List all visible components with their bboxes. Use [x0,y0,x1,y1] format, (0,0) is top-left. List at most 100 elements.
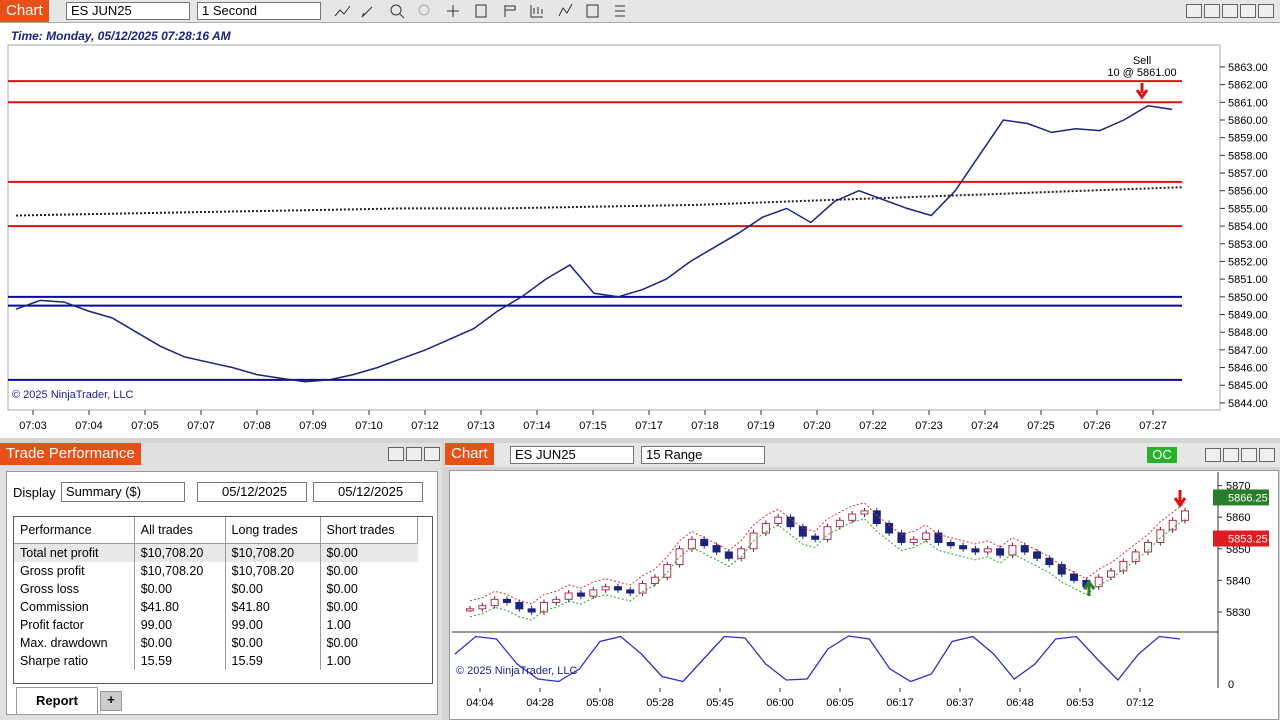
column-header[interactable]: Long trades [225,517,321,544]
table-row[interactable]: Max. drawdown $0.00 $0.00 $0.00 [14,634,418,652]
tool-icons[interactable] [330,2,640,20]
instrument-select[interactable]: ES JUN25 [66,2,190,20]
y-tick-label: 5860 [1226,512,1250,524]
sell-arrow [1135,83,1149,100]
annotation-label: Sell [1133,55,1151,67]
window-button[interactable] [1223,448,1239,462]
candle [626,589,635,594]
table-row[interactable]: Commission $41.80 $41.80 $0.00 [14,598,418,616]
table-cell: $0.00 [326,564,358,578]
table-cell: Sharpe ratio [14,652,135,670]
y-tick-label: 5857.00 [1228,168,1268,180]
table-cell: $41.80 [225,598,321,616]
table-row[interactable]: Gross profit $10,708.20 $10,708.20 $0.00 [14,562,418,580]
x-tick-label: 07:07 [187,420,215,432]
maximize-button[interactable] [406,447,422,461]
candle [515,602,524,610]
candle [700,538,709,547]
x-tick-label: 06:37 [946,697,974,709]
table-cell: Max. drawdown [14,634,135,652]
candle [860,510,869,515]
table-cell: $41.80 [134,598,226,616]
candle [1033,551,1042,559]
connection-status: OC [1147,447,1177,463]
table-cell: $10,708.20 [225,562,321,580]
table-cell: 99.00 [225,616,321,634]
candle [811,535,820,540]
candle [872,510,881,525]
column-header[interactable]: Performance [14,517,135,544]
x-tick-label: 06:00 [766,697,794,709]
top-toolbar: Chart ES JUN25 1 Second [0,0,1280,23]
column-header[interactable]: Short trades [320,517,419,544]
y-tick-label: 5850 [1226,544,1250,556]
y-tick-label: 5859.00 [1228,133,1268,145]
y-tick-label: 5847.00 [1228,345,1268,357]
y-tick-label: 5830 [1226,607,1250,619]
window-button[interactable] [1186,4,1202,18]
x-tick-label: 07:22 [859,420,887,432]
add-tab[interactable]: + [100,691,122,711]
candle [1094,576,1103,588]
interval-select[interactable]: 15 Range [641,446,765,464]
candle [478,605,487,610]
close-button[interactable] [424,447,440,461]
table-cell: 1.00 [326,618,351,632]
price-line [15,105,1173,383]
table-cell: 15.59 [134,652,226,670]
window-button[interactable] [1204,4,1220,18]
table-cell: $10,708.20 [225,543,321,562]
candle [539,602,548,613]
candle [737,548,746,559]
maximize-button[interactable] [1241,448,1257,462]
minimize-button[interactable] [388,447,404,461]
y-tick-label: 5848.00 [1228,327,1268,339]
chart-tab[interactable]: Chart [0,0,49,22]
candle [909,538,918,543]
date-from[interactable]: 05/12/2025 [197,482,307,502]
table-cell: $0.00 [326,600,358,614]
table-cell: $0.00 [225,634,321,652]
x-tick-label: 06:48 [1006,697,1034,709]
candle [1144,541,1153,553]
candle [724,551,733,559]
candle [1020,545,1029,553]
candle [564,592,573,600]
chart-tab[interactable]: Chart [445,443,494,465]
x-tick-label: 07:23 [915,420,943,432]
upper-band [469,502,1186,605]
performance-table: Performance All trades Long trades Short tr… [14,517,419,670]
candle [786,516,795,528]
interval-select[interactable]: 1 Second [197,2,321,20]
y-tick-label: 5855.00 [1228,203,1268,215]
minimize-button[interactable] [1222,4,1238,18]
x-tick-label: 06:53 [1066,697,1094,709]
candle [959,545,968,550]
column-header[interactable]: All trades [134,517,226,544]
instrument-select[interactable]: ES JUN25 [510,446,634,464]
y-tick-label: 5844.00 [1228,398,1268,410]
close-button[interactable] [1258,4,1274,18]
maximize-button[interactable] [1240,4,1256,18]
candle [601,586,610,591]
close-button[interactable] [1259,448,1275,462]
date-to[interactable]: 05/12/2025 [313,482,423,502]
minimize-button[interactable] [1205,448,1221,462]
candle [934,532,943,543]
table-row[interactable]: Sharpe ratio 15.59 15.59 1.00 [14,652,418,670]
table-row[interactable]: Profit factor 99.00 99.00 1.00 [14,616,418,634]
table-row[interactable]: Gross loss $0.00 $0.00 $0.00 [14,580,418,598]
price-chart: 5844.00 5845.00 5846.00 5847.00 5848.00 5849.… [7,44,1268,432]
report-tab[interactable]: Report [16,687,98,715]
y-tick-label: 5861.00 [1228,97,1268,109]
candle [1008,545,1017,556]
candle [1107,570,1116,578]
x-tick-label: 04:28 [526,697,554,709]
table-cell: $0.00 [134,634,226,652]
display-select[interactable]: Summary ($) [61,482,185,502]
table-cell: $0.00 [326,636,358,650]
table-row[interactable]: Total net profit $10,708.20 $10,708.20 $0.0… [14,543,418,562]
y-tick-label: 5845.00 [1228,380,1268,392]
